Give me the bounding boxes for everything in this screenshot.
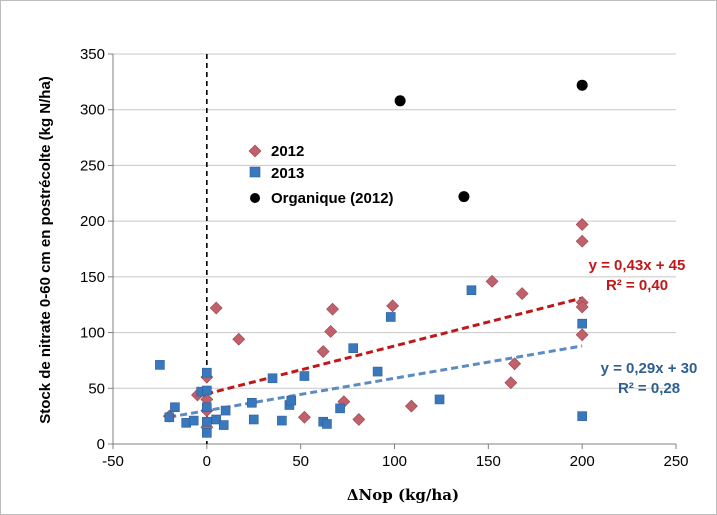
point-2013 (202, 428, 212, 438)
point-2012 (324, 325, 338, 338)
point-2013 (202, 416, 212, 427)
point-organique-2012 (576, 79, 588, 91)
y-tick-label: 150 (80, 269, 105, 286)
trendline-0 (195, 296, 583, 399)
point-2013 (202, 402, 212, 413)
point-2012 (575, 300, 589, 314)
point-2012 (485, 274, 499, 288)
x-tick-label: -50 (102, 453, 124, 470)
point-2013 (267, 373, 278, 384)
point-2013 (218, 420, 229, 430)
point-2013 (335, 403, 345, 414)
point-2012 (232, 332, 246, 346)
point-2013 (220, 405, 231, 416)
legend-marker-organique (250, 193, 260, 203)
point-2013 (188, 415, 199, 426)
x-tick-label: 250 (663, 453, 688, 470)
point-2012 (404, 399, 418, 413)
y-tick-labels: 0 50 100 150 200 250 300 350 (80, 46, 105, 453)
y-tick-label: 250 (80, 157, 105, 174)
x-tick-label: 50 (292, 453, 309, 470)
point-2013 (155, 360, 165, 370)
point-2013 (202, 367, 212, 378)
point-organique-2012 (394, 95, 406, 107)
point-2013 (322, 419, 332, 429)
point-2013 (577, 318, 587, 329)
point-2012 (352, 413, 366, 426)
x-tick-label: 0 (203, 453, 211, 470)
point-2012 (508, 357, 522, 371)
x-tick-label: 100 (382, 453, 407, 470)
trendline-r2-2013: R² = 0,28 (618, 380, 680, 397)
x-axis-label: ΔNop (kg/ha) (347, 486, 459, 504)
x-tick-label: 200 (570, 453, 595, 470)
trendline-equation-2013: y = 0,29x + 30 (601, 360, 698, 377)
legend-label-2013: 2013 (271, 165, 304, 182)
point-2013 (248, 414, 259, 425)
y-tick-label: 200 (80, 213, 105, 230)
point-2013 (202, 385, 212, 396)
y-tick-label: 0 (97, 436, 105, 453)
point-2012 (575, 328, 589, 342)
point-2013 (211, 414, 222, 425)
data-points (155, 79, 589, 438)
point-2013 (286, 395, 297, 406)
point-2013 (385, 312, 396, 322)
point-2012 (209, 301, 223, 315)
point-2012 (515, 287, 529, 300)
y-tick-label: 300 (80, 102, 105, 119)
y-tick-label: 50 (88, 380, 105, 397)
legend-marker-2012 (248, 144, 262, 158)
trendline-r2-2012: R² = 0,40 (606, 277, 668, 294)
y-tick-label: 100 (80, 325, 105, 342)
point-2012 (575, 234, 589, 248)
point-2013 (348, 343, 359, 353)
point-organique-2012 (458, 191, 470, 203)
trendlines (169, 296, 583, 419)
point-2013 (164, 412, 175, 423)
point-2013 (372, 366, 383, 377)
point-2013 (247, 397, 257, 408)
point-2012 (326, 302, 339, 316)
trendline-equation-2012: y = 0,43x + 45 (589, 257, 686, 274)
point-2013 (434, 394, 445, 405)
point-2012 (297, 410, 311, 424)
x-tick-labels: -50 0 50 100 150 200 250 (102, 453, 688, 470)
point-2013 (577, 411, 587, 421)
trendline-1 (169, 344, 583, 419)
legend-label-2012: 2012 (271, 143, 304, 160)
y-axis-label: Stock de nitrate 0-60 cm en postrécolte … (37, 76, 54, 424)
point-2013 (277, 415, 287, 426)
legend: 2012 2013 Organique (2012) (248, 143, 394, 207)
y-tick-label: 350 (80, 46, 105, 63)
point-2012 (575, 218, 589, 231)
point-2013 (466, 285, 477, 296)
x-tick-label: 150 (476, 453, 501, 470)
point-2012 (316, 345, 330, 358)
point-2012 (386, 299, 400, 313)
point-2012 (504, 376, 518, 390)
legend-marker-2013 (249, 166, 261, 178)
legend-label-organique: Organique (2012) (271, 190, 394, 207)
point-2013 (299, 371, 310, 381)
point-2013 (170, 402, 180, 413)
